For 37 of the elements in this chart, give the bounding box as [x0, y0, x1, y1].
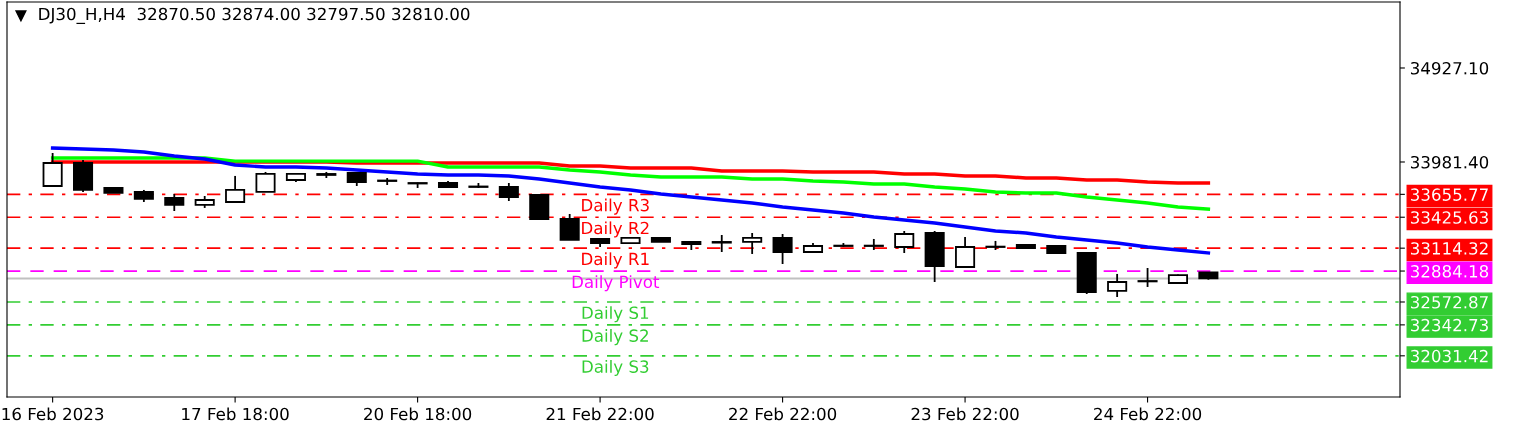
x-tick-label: 20 Feb 18:00	[364, 407, 472, 421]
ref-line-label: Daily R1	[582, 252, 649, 269]
x-tick-label: 21 Feb 22:00	[546, 407, 654, 421]
x-tick-label: 16 Feb 2023	[2, 407, 104, 421]
y-tick-label: 32342.73	[1410, 318, 1488, 332]
candlestick	[711, 234, 732, 253]
x-tick-label: 23 Feb 22:00	[911, 407, 1019, 421]
candlestick	[255, 171, 276, 193]
y-tick-label: 33981.40	[1410, 155, 1489, 169]
ref-line-label: Daily R3	[582, 198, 649, 215]
x-tick-label: 17 Feb 18:00	[182, 407, 289, 421]
y-tick-label: 33114.32	[1410, 242, 1488, 255]
y-tick-label: 33425.63	[1410, 211, 1488, 224]
y-tick-label: 33655.77	[1410, 188, 1488, 201]
candlestick	[742, 232, 763, 255]
ref-line-label: Daily S3	[582, 359, 649, 377]
y-tick-label: 34927.10	[1410, 61, 1489, 75]
y-tick-label: 32031.42	[1410, 349, 1488, 363]
ref-line-label: Daily R2	[582, 221, 649, 238]
candlestick	[225, 175, 246, 204]
candlestick	[1107, 273, 1128, 298]
candlestick	[863, 238, 884, 251]
chart-title: DJ30_H,H4 32870.50 32874.00 32797.50 32810.00	[39, 7, 470, 24]
y-tick-label: 32572.87	[1410, 295, 1488, 309]
ref-line-label: Daily S2	[582, 329, 648, 346]
candlestick	[894, 230, 915, 254]
candlestick	[529, 194, 550, 220]
candlestick	[559, 213, 580, 241]
y-tick-label: 32884.18	[1410, 265, 1489, 278]
ref-line-label: Daily Pivot	[572, 275, 660, 292]
candlestick	[42, 152, 63, 187]
candlestick	[772, 233, 793, 265]
x-tick-label: 24 Feb 22:00	[1094, 407, 1202, 421]
candlestick	[1137, 267, 1158, 288]
candlestick	[955, 236, 976, 269]
ref-line-label: Daily S1	[582, 306, 649, 323]
x-tick-label: 22 Feb 22:00	[729, 407, 837, 421]
